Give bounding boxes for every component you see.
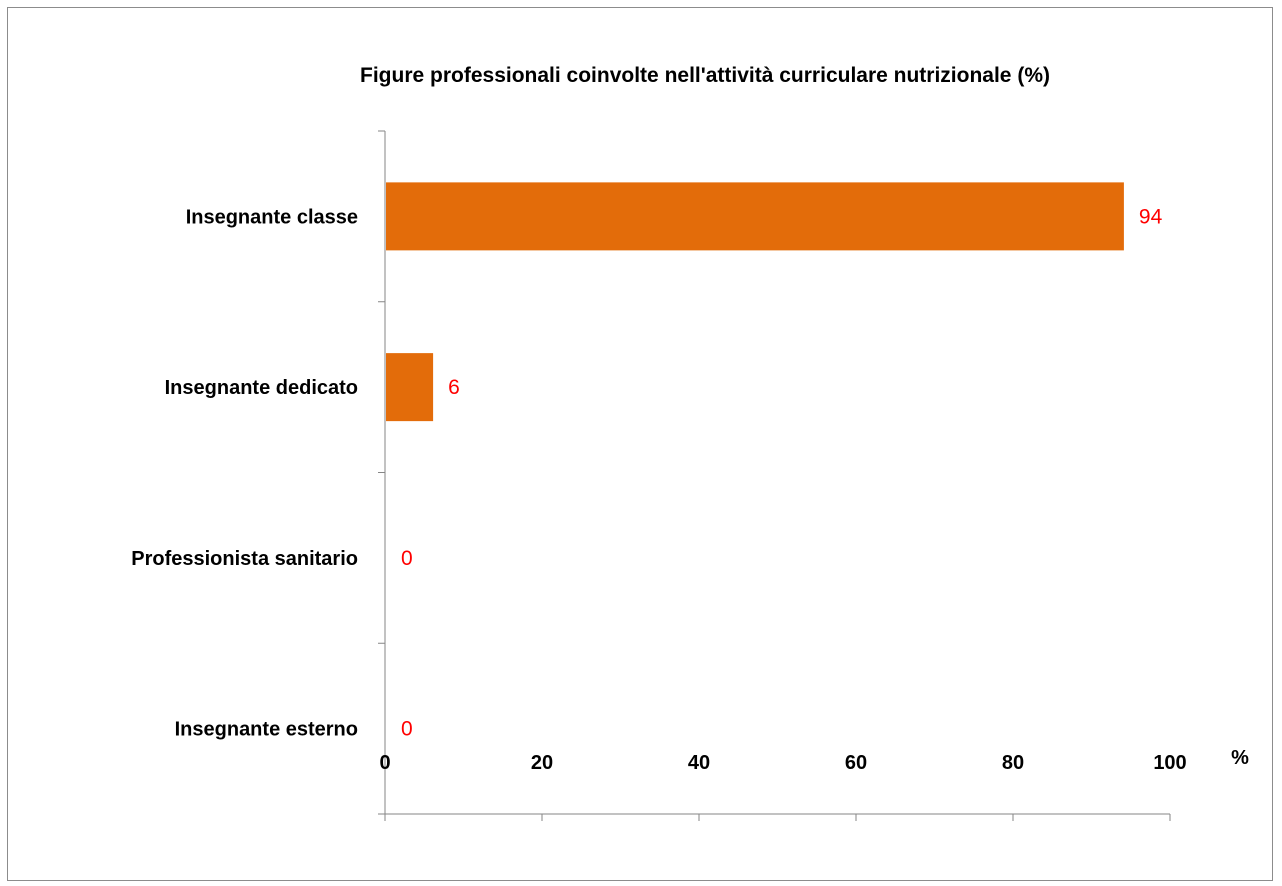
- category-label: Insegnante dedicato: [165, 377, 358, 399]
- data-label: 0: [401, 547, 413, 570]
- data-labels: 94 6 0 0: [401, 205, 1163, 740]
- bar: [386, 353, 434, 422]
- category-labels: Insegnante classe Insegnante dedicato Prof…: [131, 206, 358, 740]
- x-axis-unit-label: %: [1231, 747, 1249, 769]
- chart-title: Figure professionali coinvolte nell'atti…: [360, 64, 1050, 87]
- x-tick-label: 100: [1153, 752, 1186, 774]
- data-label: 0: [401, 718, 413, 741]
- bar: [386, 182, 1124, 251]
- x-tick-label: 20: [531, 752, 553, 774]
- x-tick-label: 60: [845, 752, 867, 774]
- data-label: 6: [448, 376, 460, 399]
- chart-frame: [7, 7, 1273, 881]
- category-label: Insegnante esterno: [175, 719, 358, 741]
- x-tick-label: 80: [1002, 752, 1024, 774]
- category-label: Insegnante classe: [186, 206, 358, 228]
- data-label: 94: [1139, 205, 1163, 228]
- x-tick-label: 0: [379, 752, 390, 774]
- category-label: Professionista sanitario: [131, 548, 358, 570]
- x-tick-label: 40: [688, 752, 710, 774]
- x-tick-labels: 0 20 40 60 80 100: [379, 752, 1186, 774]
- bars: [386, 182, 1124, 422]
- axes: [378, 130, 1171, 821]
